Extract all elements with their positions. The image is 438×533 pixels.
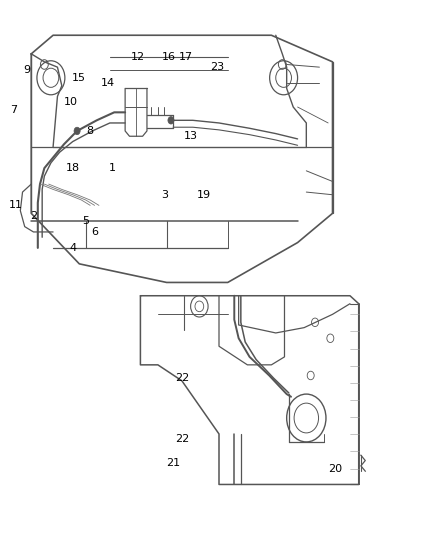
Text: 2: 2 <box>30 211 37 221</box>
Text: 15: 15 <box>72 73 86 83</box>
Text: 11: 11 <box>9 200 23 211</box>
Text: 13: 13 <box>184 131 198 141</box>
Circle shape <box>74 127 80 135</box>
Text: 23: 23 <box>210 62 224 72</box>
Circle shape <box>168 117 174 124</box>
Text: 12: 12 <box>131 52 145 61</box>
Text: 18: 18 <box>66 163 80 173</box>
Text: 14: 14 <box>101 78 115 88</box>
Text: 10: 10 <box>64 96 78 107</box>
Text: 3: 3 <box>161 190 168 200</box>
Text: 5: 5 <box>82 216 89 227</box>
Text: 22: 22 <box>175 373 189 383</box>
Text: 8: 8 <box>87 126 94 136</box>
Text: 6: 6 <box>91 227 98 237</box>
Text: 22: 22 <box>175 434 189 445</box>
Text: 21: 21 <box>166 458 180 468</box>
Text: 19: 19 <box>197 190 211 200</box>
Text: 4: 4 <box>69 243 76 253</box>
Text: 20: 20 <box>328 464 342 473</box>
Text: 17: 17 <box>179 52 193 61</box>
Text: 9: 9 <box>23 65 31 75</box>
Text: 7: 7 <box>10 104 18 115</box>
Text: 1: 1 <box>109 163 116 173</box>
Text: 16: 16 <box>162 52 176 61</box>
